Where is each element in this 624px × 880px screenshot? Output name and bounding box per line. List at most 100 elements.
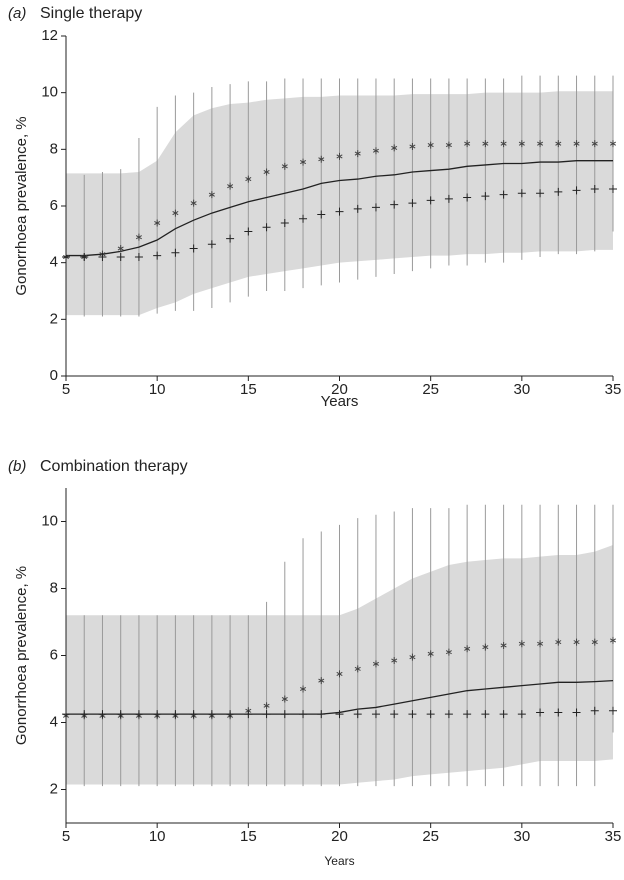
- panel: (b) Combination therapy Years Gonorrhoea pr…: [8, 458, 621, 868]
- plus-marker: [426, 196, 435, 205]
- x-tick-label: 30: [513, 381, 530, 398]
- plus-marker: [353, 204, 362, 213]
- asterisk-marker: [445, 141, 452, 149]
- asterisk-marker: [391, 144, 398, 152]
- asterisk-marker: [300, 158, 307, 166]
- plus-marker: [226, 234, 235, 243]
- plus-marker: [280, 710, 289, 719]
- plus-marker: [408, 199, 417, 208]
- asterisk-marker: [427, 141, 434, 149]
- asterisk-marker: [573, 638, 580, 646]
- panel: (a) Single therapy Years Gonorrhoea prevale…: [8, 5, 621, 410]
- asterisk-marker: [245, 175, 252, 183]
- plus-marker: [572, 708, 581, 717]
- y-tick-label: 2: [50, 780, 58, 797]
- plus-marker: [335, 207, 344, 216]
- x-tick-label: 25: [422, 381, 439, 398]
- y-tick-label: 4: [50, 713, 58, 730]
- asterisk-marker: [445, 648, 452, 656]
- y-tick-label: 6: [50, 646, 58, 663]
- x-tick-label: 25: [422, 828, 439, 845]
- asterisk-marker: [482, 643, 489, 651]
- asterisk-marker: [263, 702, 270, 710]
- asterisk-marker: [537, 640, 544, 648]
- plus-marker: [299, 710, 308, 719]
- asterisk-marker: [591, 140, 598, 148]
- x-tick-label: 15: [240, 828, 257, 845]
- x-tick-label: 15: [240, 381, 257, 398]
- x-tick-label: 20: [331, 381, 348, 398]
- plus-marker: [153, 251, 162, 260]
- plus-marker: [609, 706, 617, 715]
- y-tick-label: 4: [50, 254, 58, 271]
- y-axis-label: Gonorrhoea prevalence, %: [13, 116, 30, 295]
- asterisk-marker: [281, 162, 288, 170]
- plus-marker: [262, 710, 271, 719]
- x-tick-label: 20: [331, 828, 348, 845]
- plus-marker: [536, 708, 545, 717]
- asterisk-marker: [318, 155, 325, 163]
- y-tick-label: 10: [41, 84, 58, 101]
- plus-marker: [189, 710, 198, 719]
- plus-marker: [353, 710, 362, 719]
- plus-marker: [444, 194, 453, 203]
- plus-marker: [499, 710, 508, 719]
- x-tick-label: 5: [62, 828, 70, 845]
- plus-marker: [390, 710, 399, 719]
- panel-title: Combination therapy: [40, 458, 188, 475]
- asterisk-marker: [372, 660, 379, 668]
- plus-marker: [171, 248, 180, 257]
- asterisk-marker: [537, 140, 544, 148]
- asterisk-marker: [609, 636, 617, 644]
- asterisk-marker: [336, 670, 343, 678]
- asterisk-marker: [135, 233, 142, 241]
- asterisk-marker: [172, 209, 179, 217]
- plus-marker: [371, 710, 380, 719]
- asterisk-marker: [518, 640, 525, 648]
- plus-marker: [299, 214, 308, 223]
- asterisk-marker: [117, 245, 124, 252]
- asterisk-marker: [427, 650, 434, 658]
- plus-marker: [554, 187, 563, 196]
- plus-marker: [171, 710, 180, 719]
- asterisk-marker: [354, 665, 361, 673]
- asterisk-marker: [464, 140, 471, 148]
- plus-marker: [536, 189, 545, 198]
- plus-marker: [590, 706, 599, 715]
- plus-marker: [444, 710, 453, 719]
- y-tick-label: 2: [50, 310, 58, 327]
- x-tick-label: 10: [149, 381, 166, 398]
- plus-marker: [98, 710, 107, 719]
- plus-marker: [262, 223, 271, 232]
- asterisk-marker: [281, 695, 288, 703]
- plus-marker: [481, 710, 490, 719]
- plus-marker: [390, 200, 399, 209]
- plus-marker: [134, 710, 143, 719]
- y-tick-label: 0: [50, 367, 58, 384]
- asterisk-marker: [464, 645, 471, 653]
- plus-marker: [207, 240, 216, 249]
- asterisk-marker: [555, 140, 562, 148]
- plus-marker: [244, 227, 253, 236]
- plus-marker: [481, 192, 490, 201]
- plus-marker: [317, 210, 326, 219]
- y-tick-label: 8: [50, 579, 58, 596]
- asterisk-marker: [190, 199, 197, 207]
- plus-marker: [371, 203, 380, 212]
- plus-marker: [426, 710, 435, 719]
- plus-marker: [517, 189, 526, 198]
- plus-marker: [116, 710, 125, 719]
- asterisk-marker: [591, 638, 598, 646]
- asterisk-marker: [336, 152, 343, 160]
- y-axis-label: Gonorrhoea prevalence, %: [13, 566, 30, 745]
- asterisk-marker: [482, 140, 489, 148]
- asterisk-marker: [609, 140, 617, 148]
- median-line: [66, 160, 613, 257]
- plus-marker: [207, 710, 216, 719]
- asterisk-marker: [500, 140, 507, 148]
- asterisk-marker: [208, 191, 215, 199]
- plus-marker: [189, 244, 198, 253]
- plus-marker: [134, 253, 143, 261]
- plus-marker: [98, 253, 107, 261]
